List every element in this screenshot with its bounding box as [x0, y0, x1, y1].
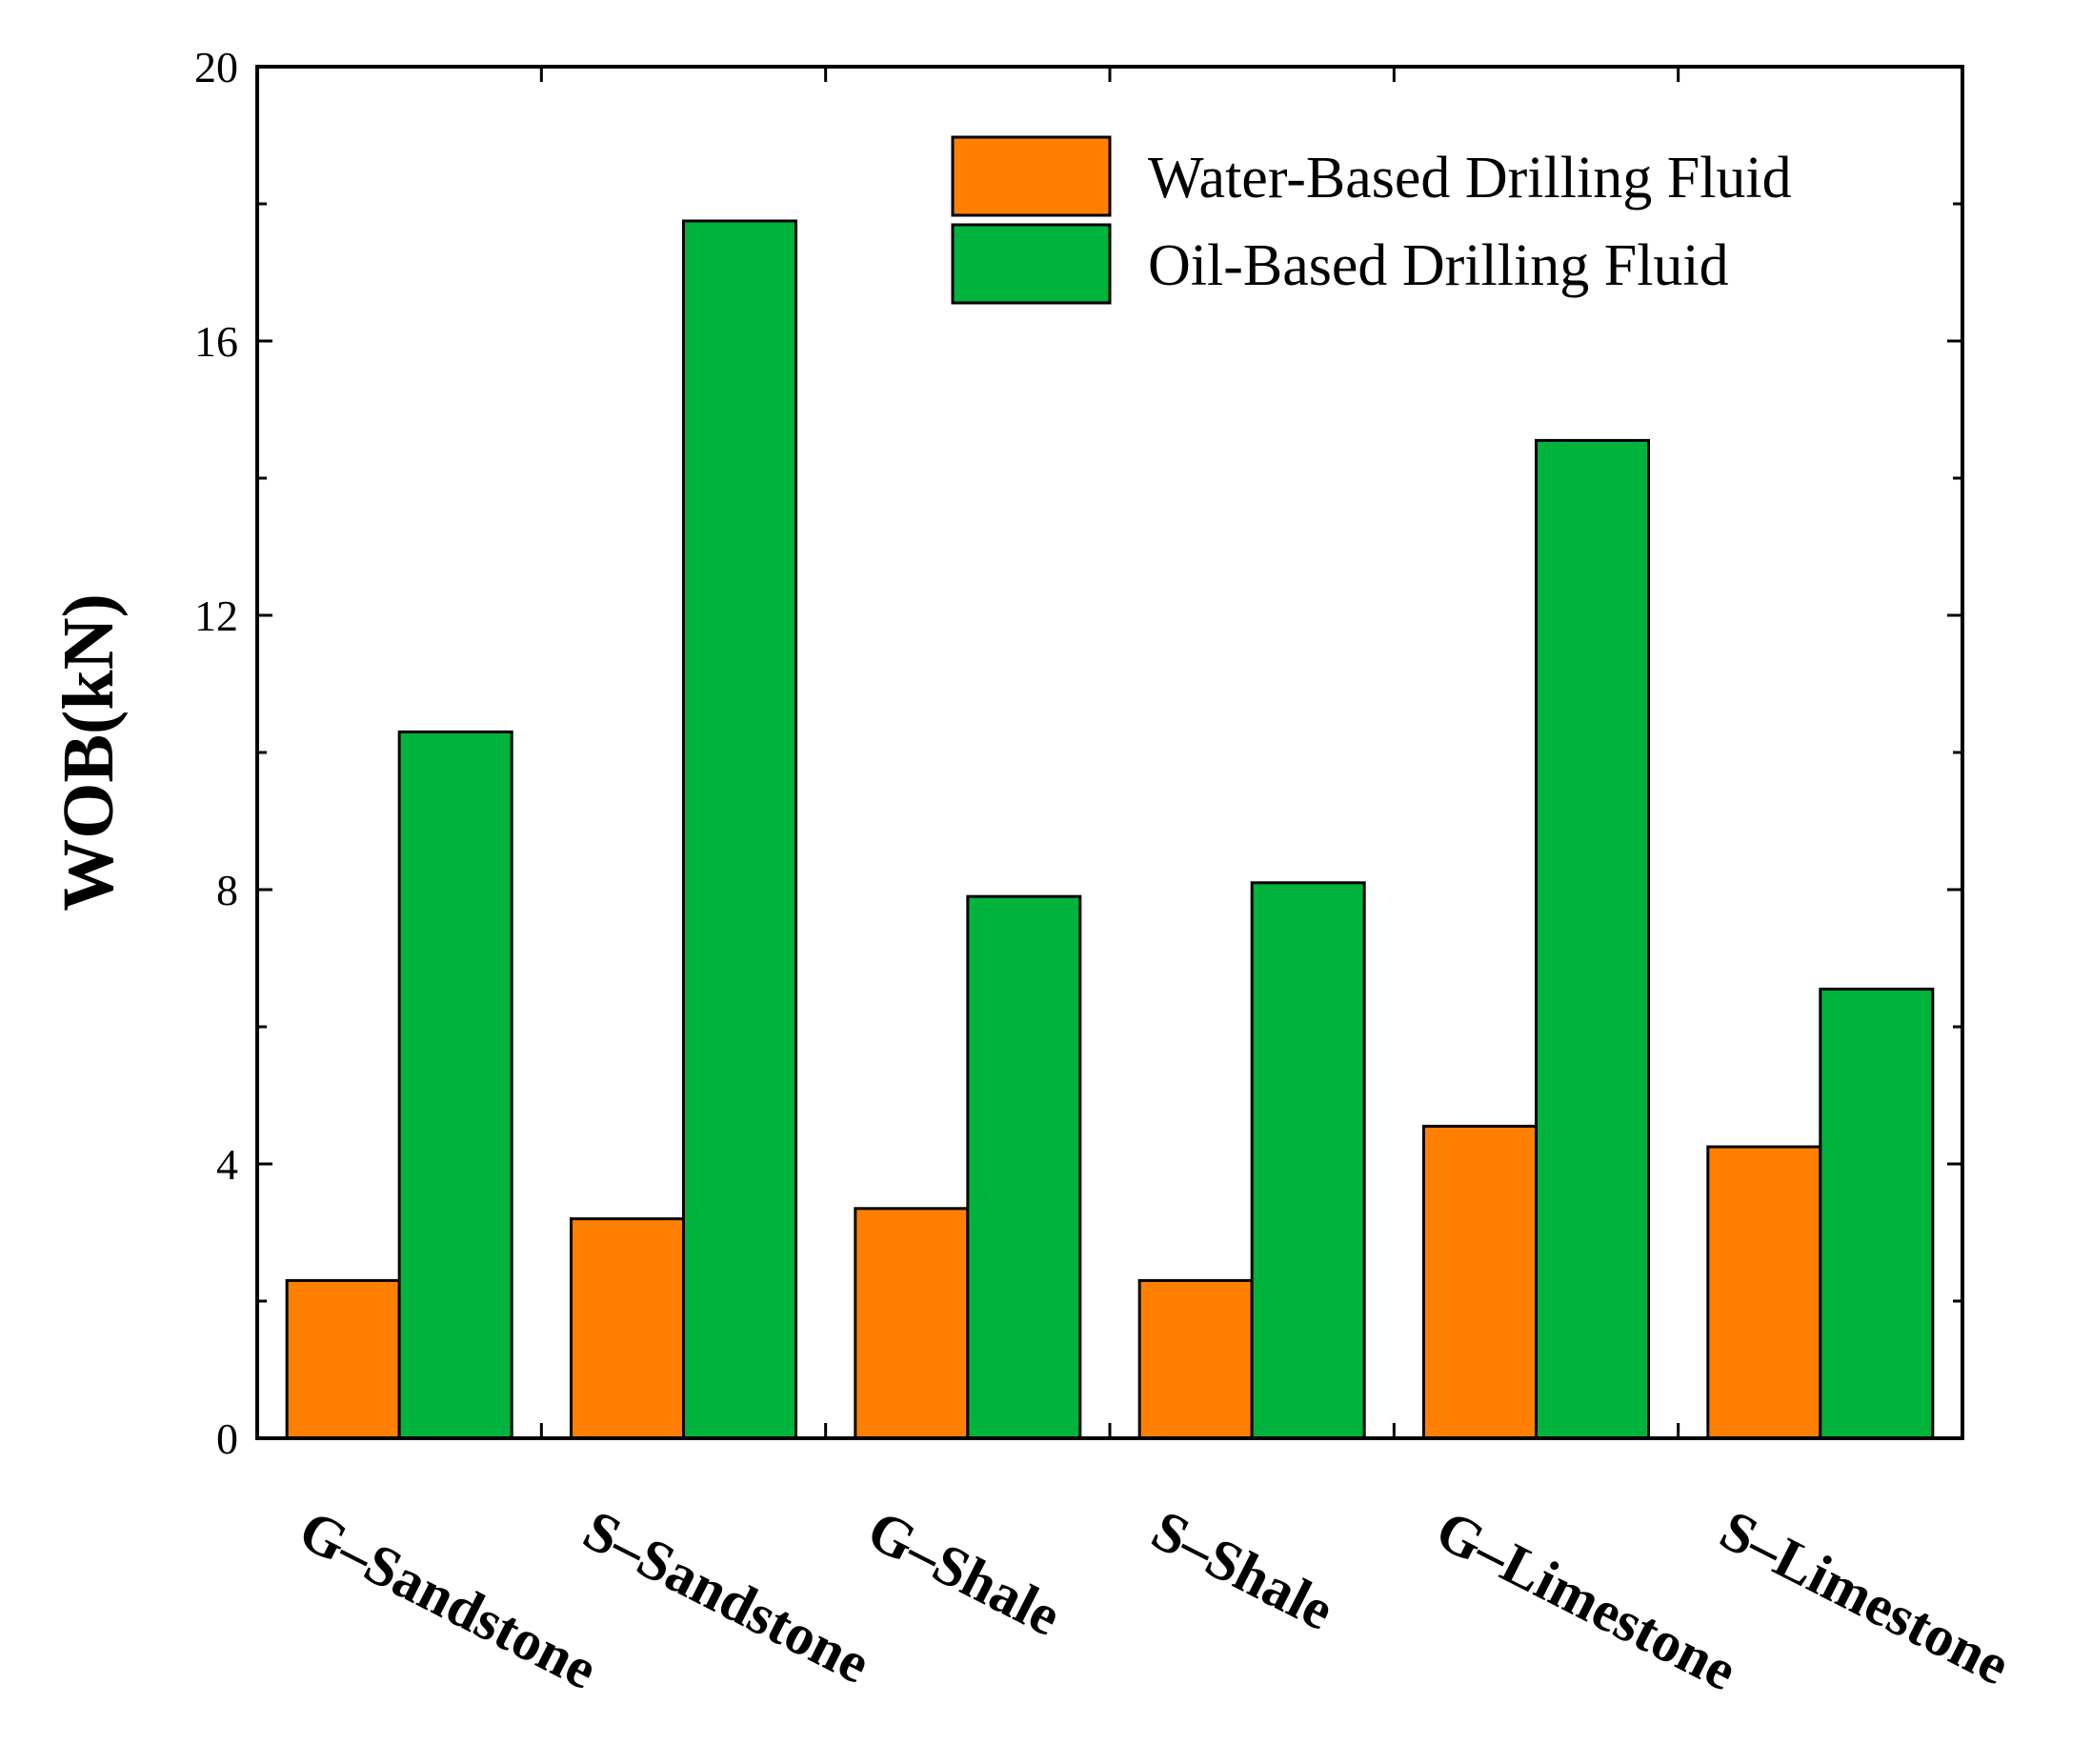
- x-category-label: G–Shale: [858, 1498, 1071, 1648]
- y-tick-label: 20: [194, 43, 238, 91]
- y-tick-label: 12: [194, 591, 238, 640]
- bar-water-3: [1137, 1278, 1254, 1440]
- legend-label-water: Water-Based Drilling Fluid: [1148, 146, 1792, 210]
- x-category-label: S–Sandstone: [573, 1498, 879, 1695]
- bar-oil-3: [1250, 881, 1366, 1440]
- x-category-label: S–Shale: [1142, 1498, 1343, 1642]
- bar-oil-5: [1819, 987, 1935, 1440]
- bar-water-0: [285, 1278, 401, 1440]
- bar-oil-4: [1535, 438, 1650, 1440]
- x-category-label: G–Sandstone: [290, 1498, 607, 1701]
- bar-water-5: [1706, 1145, 1822, 1440]
- y-tick-label: 8: [216, 866, 238, 914]
- legend-swatch-water: [951, 135, 1112, 217]
- bar-oil-1: [682, 219, 797, 1440]
- y-tick-label: 16: [194, 317, 238, 366]
- y-tick-labels: 0 4 8 12 16 20: [194, 43, 238, 1463]
- bar-water-4: [1422, 1124, 1538, 1440]
- bar-water-1: [570, 1217, 685, 1440]
- y-tick-label: 4: [216, 1140, 238, 1189]
- axis-ticks: [255, 65, 1964, 1440]
- legend: Water-Based Drilling Fluid Oil-Based Dril…: [951, 135, 1792, 305]
- bar-oil-2: [966, 894, 1082, 1440]
- bars-group: [285, 219, 1935, 1440]
- x-category-label: S–Limestone: [1711, 1498, 2020, 1697]
- legend-label-oil: Oil-Based Drilling Fluid: [1148, 233, 1729, 298]
- y-tick-label: 0: [216, 1414, 238, 1463]
- bar-water-2: [854, 1207, 970, 1440]
- x-category-label: G–Limestone: [1426, 1498, 1746, 1703]
- y-axis-title: WOB(kN): [49, 593, 129, 912]
- legend-swatch-oil: [951, 223, 1112, 305]
- bar-oil-0: [397, 730, 513, 1440]
